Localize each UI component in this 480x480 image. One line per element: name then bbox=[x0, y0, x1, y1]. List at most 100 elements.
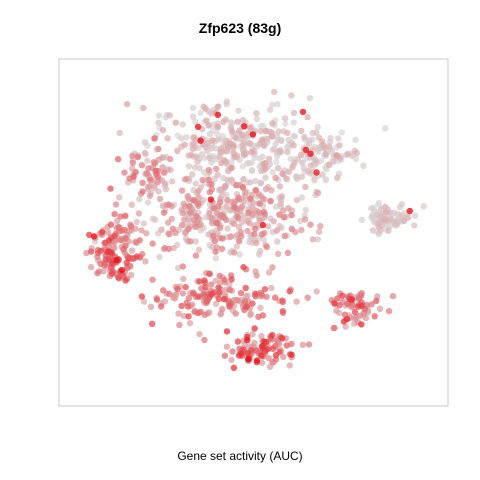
scatter-point bbox=[394, 211, 401, 218]
scatter-point bbox=[309, 236, 317, 243]
scatter-point bbox=[279, 170, 286, 177]
scatter-point bbox=[252, 186, 260, 194]
scatter-point bbox=[128, 271, 135, 279]
scatter-point bbox=[300, 165, 308, 172]
scatter-point bbox=[297, 151, 305, 158]
scatter-point bbox=[181, 141, 188, 148]
scatter-point bbox=[234, 213, 241, 221]
scatter-point bbox=[224, 225, 231, 232]
scatter-point bbox=[121, 169, 128, 176]
scatter-point bbox=[240, 175, 247, 183]
scatter-point bbox=[178, 135, 185, 142]
scatter-point bbox=[232, 134, 239, 142]
scatter-point bbox=[94, 269, 101, 277]
scatter-point bbox=[219, 235, 226, 242]
scatter-point bbox=[169, 225, 177, 233]
scatter-point bbox=[205, 231, 212, 238]
scatter-point bbox=[302, 183, 309, 191]
scatter-point bbox=[221, 296, 228, 303]
scatter-point bbox=[288, 351, 295, 358]
scatter-point bbox=[220, 118, 227, 126]
scatter-point bbox=[259, 312, 267, 319]
scatter-point bbox=[193, 213, 200, 220]
scatter-point bbox=[118, 266, 126, 274]
scatter-point bbox=[240, 198, 248, 205]
scatter-point bbox=[178, 302, 185, 310]
scatter-point bbox=[238, 350, 245, 357]
scatter-point bbox=[284, 129, 291, 137]
scatter-point bbox=[302, 146, 310, 153]
scatter-point bbox=[259, 221, 267, 229]
scatter-point bbox=[146, 192, 154, 200]
scatter-point bbox=[149, 276, 156, 283]
scatter-point bbox=[185, 313, 192, 320]
scatter-point bbox=[269, 331, 276, 339]
scatter-point bbox=[338, 129, 346, 136]
scatter-point bbox=[360, 162, 367, 169]
scatter-point bbox=[167, 155, 174, 163]
scatter-point bbox=[251, 325, 258, 332]
scatter-point bbox=[282, 120, 289, 127]
scatter-point bbox=[155, 119, 162, 127]
scatter-point bbox=[311, 176, 318, 184]
scatter-point bbox=[189, 113, 197, 120]
scatter-point bbox=[124, 264, 131, 272]
scatter-point bbox=[183, 134, 190, 141]
scatter-point bbox=[136, 195, 143, 203]
scatter-point bbox=[258, 359, 266, 366]
scatter-point bbox=[252, 290, 259, 297]
scatter-point bbox=[201, 277, 208, 284]
scatter-point bbox=[179, 121, 186, 128]
scatter-point bbox=[260, 338, 268, 345]
scatter-point bbox=[406, 207, 413, 215]
scatter-point bbox=[201, 336, 208, 344]
scatter-point bbox=[343, 316, 351, 323]
scatter-point bbox=[326, 143, 333, 150]
scatter-point bbox=[231, 204, 238, 211]
scatter-point bbox=[248, 149, 255, 156]
scatter-point bbox=[138, 227, 145, 234]
scatter-point bbox=[115, 156, 122, 163]
scatter-point bbox=[181, 216, 188, 223]
scatter-point bbox=[252, 225, 259, 233]
scatter-point bbox=[260, 122, 267, 130]
scatter-point bbox=[305, 140, 313, 147]
scatter-point bbox=[260, 208, 268, 215]
scatter-point bbox=[278, 193, 285, 200]
scatter-point bbox=[272, 174, 279, 181]
scatter-point bbox=[268, 284, 275, 292]
scatter-point bbox=[164, 135, 171, 142]
scatter-point bbox=[195, 293, 202, 300]
scatter-point bbox=[368, 301, 375, 308]
scatter-point bbox=[190, 134, 197, 141]
scatter-point bbox=[259, 153, 266, 160]
scatter-point bbox=[276, 211, 283, 218]
scatter-point bbox=[158, 226, 165, 233]
scatter-point bbox=[313, 169, 320, 176]
scatter-point bbox=[348, 296, 356, 303]
scatter-point bbox=[322, 150, 330, 157]
scatter-point bbox=[272, 294, 279, 301]
scatter-point bbox=[263, 293, 270, 300]
scatter-point bbox=[160, 169, 168, 176]
scatter-point bbox=[382, 125, 389, 132]
scatter-point bbox=[246, 220, 253, 227]
scatter-point bbox=[239, 142, 246, 149]
scatter-point bbox=[336, 302, 343, 309]
scatter-point bbox=[232, 310, 239, 317]
scatter-point bbox=[256, 217, 263, 224]
scatter-point bbox=[227, 233, 234, 241]
scatter-point bbox=[115, 274, 122, 281]
scatter-point bbox=[331, 300, 338, 307]
scatter-point bbox=[208, 145, 215, 152]
scatter-point bbox=[268, 187, 275, 194]
scatter-point bbox=[205, 122, 212, 129]
scatter-point bbox=[240, 150, 247, 158]
scatter-point bbox=[389, 292, 397, 300]
scatter-point bbox=[287, 155, 294, 163]
scatter-point bbox=[220, 213, 227, 221]
scatter-point bbox=[358, 302, 365, 310]
scatter-point bbox=[218, 159, 225, 167]
scatter-point bbox=[261, 141, 268, 149]
scatter-point bbox=[369, 211, 376, 219]
